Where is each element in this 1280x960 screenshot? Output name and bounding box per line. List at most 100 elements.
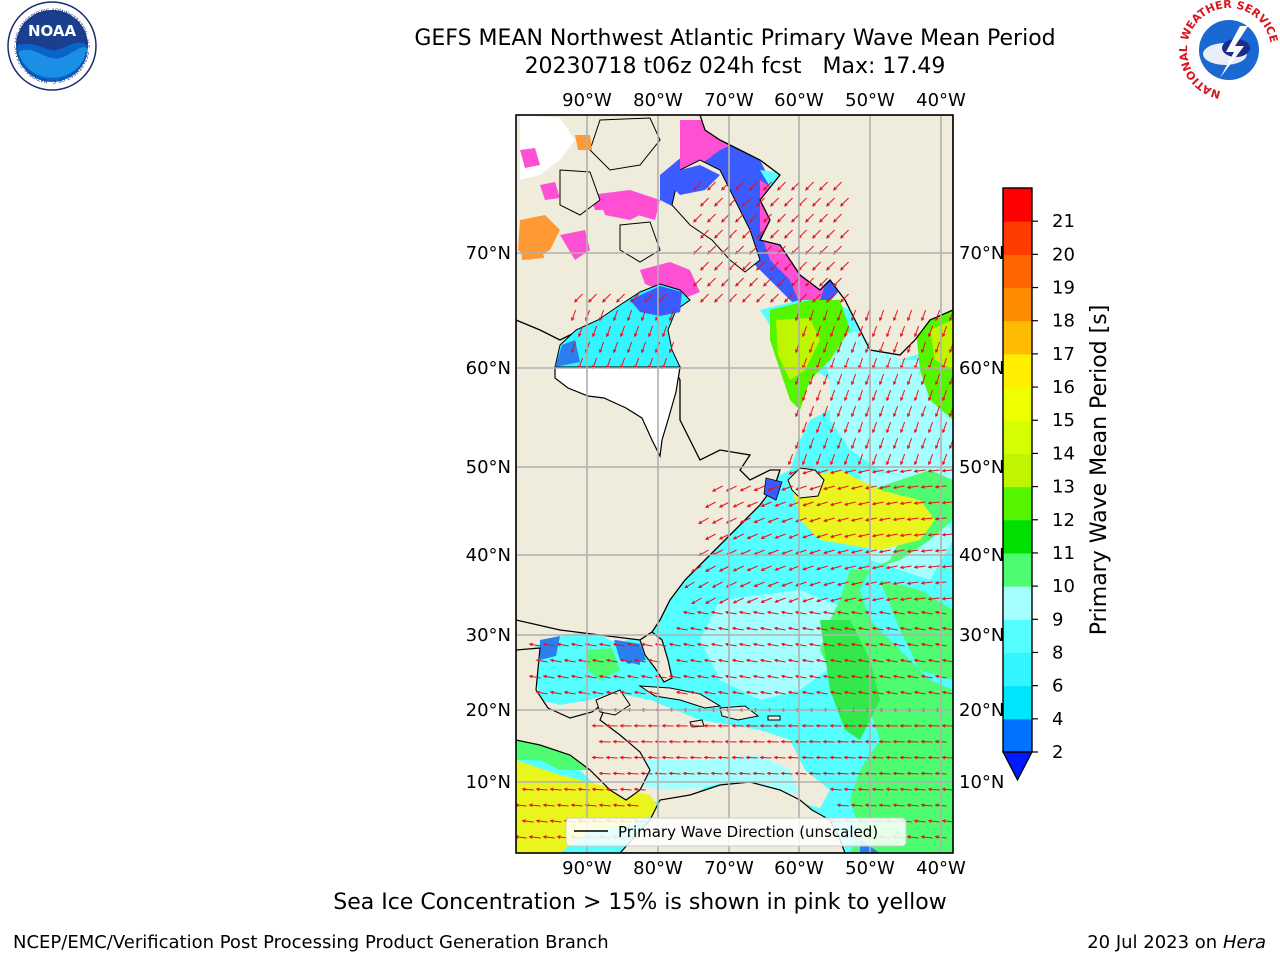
wave-arrow-head [836, 582, 842, 586]
wave-arrow [669, 341, 675, 353]
wave-arrow-head [714, 202, 718, 207]
wave-arrow-head [927, 787, 932, 792]
wave-arrow [935, 405, 941, 417]
wave-arrow [805, 181, 814, 191]
wave-arrow-head [795, 381, 799, 386]
wave-arrow [942, 788, 953, 791]
wave-arrow [753, 643, 765, 647]
wave-arrow-head [850, 739, 855, 744]
wave-arrow [763, 277, 772, 287]
wave-arrow [718, 756, 730, 759]
wave-arrow [620, 357, 626, 369]
wave-arrow-head [826, 298, 830, 303]
wave-arrow [840, 197, 849, 207]
wave-arrow [893, 549, 905, 553]
wave-arrow-head [906, 610, 911, 615]
wave-arrow-head [906, 739, 911, 744]
wave-arrow-head [864, 582, 869, 586]
wave-arrow-head [731, 755, 736, 760]
wave-arrow-head [763, 186, 767, 191]
wave-arrow-head [784, 234, 788, 239]
wave-arrow [928, 357, 934, 369]
wave-arrow-head [906, 642, 911, 647]
wave-arrow [613, 309, 619, 321]
wave-arrow [823, 309, 829, 321]
wave-arrow-head [935, 381, 939, 386]
wave-arrow [907, 485, 919, 489]
wave-arrow [830, 627, 842, 631]
wave-arrow-head [864, 674, 869, 679]
wave-arrow [935, 341, 941, 353]
wave-arrow [747, 565, 758, 571]
wave-arrow [893, 675, 905, 679]
wave-arrow-head [767, 583, 772, 587]
wave-arrow [754, 517, 765, 523]
wave-arrow-head [907, 317, 911, 322]
wave-arrow [921, 309, 927, 321]
wave-arrow-head [934, 642, 939, 647]
wave-arrow [886, 533, 898, 537]
wave-arrow-head [746, 567, 751, 572]
wave-arrow [627, 772, 639, 775]
wave-arrow-head [913, 658, 918, 663]
wave-arrow [616, 293, 625, 303]
wave-arrow [788, 691, 800, 695]
wave-arrow [697, 772, 709, 775]
wave-arrow-head [612, 803, 617, 808]
wave-arrow [886, 756, 898, 759]
wave-arrow [662, 756, 674, 759]
wave-arrow [571, 675, 583, 679]
wave-arrow [606, 357, 612, 369]
wave-arrow [602, 293, 611, 303]
wave-arrow [641, 772, 653, 775]
wave-arrow-head [705, 568, 709, 572]
wave-arrow-head [829, 470, 835, 475]
wave-arrow-head [640, 739, 645, 744]
wave-arrow [893, 405, 899, 417]
wave-arrow [872, 659, 884, 663]
wave-arrow-head [735, 282, 739, 287]
lat-tick-right: 70°N [959, 243, 1004, 264]
wave-arrow [536, 691, 548, 695]
wave-arrow-head [829, 787, 834, 792]
wave-arrow [819, 213, 828, 223]
wave-arrow [644, 293, 653, 303]
wave-arrow-head [721, 218, 725, 223]
wave-arrow [782, 581, 793, 587]
wave-arrow [851, 341, 857, 353]
wave-arrow [851, 804, 863, 807]
wave-arrow [837, 437, 843, 449]
wave-arrow [714, 293, 723, 303]
wave-arrow-head [577, 787, 582, 792]
wave-arrow-head [802, 397, 806, 402]
wave-arrow-head [760, 535, 765, 539]
wave-arrow [879, 611, 891, 615]
wave-arrow [634, 691, 646, 695]
wave-arrow [886, 659, 898, 663]
wave-arrow-head [892, 674, 897, 679]
wave-arrow [536, 820, 548, 823]
wave-arrow [690, 691, 702, 695]
wave-arrow-head [823, 445, 827, 450]
wave-arrow-head [843, 690, 848, 695]
wave-arrow-head [871, 533, 876, 538]
wave-arrow [921, 675, 933, 679]
wave-arrow-head [626, 771, 631, 776]
wave-arrow [865, 675, 877, 679]
footer-date-text: 20 Jul 2023 on [1087, 932, 1218, 953]
wave-arrow-head [766, 610, 771, 615]
wave-arrow [830, 469, 842, 474]
wave-arrow-head [871, 626, 876, 631]
wave-arrow [599, 675, 611, 679]
wave-arrow [522, 788, 534, 791]
wave-arrow [802, 357, 808, 369]
lat-tick-left: 50°N [466, 457, 511, 478]
wave-arrow-head [920, 581, 925, 585]
wave-arrow-head [801, 626, 806, 631]
wave-arrow [942, 659, 953, 663]
wave-arrow-head [598, 803, 603, 808]
wave-arrow [886, 501, 898, 505]
wave-arrow-head [535, 819, 540, 823]
wave-arrow [823, 517, 835, 522]
wave-arrow-head [920, 642, 925, 647]
